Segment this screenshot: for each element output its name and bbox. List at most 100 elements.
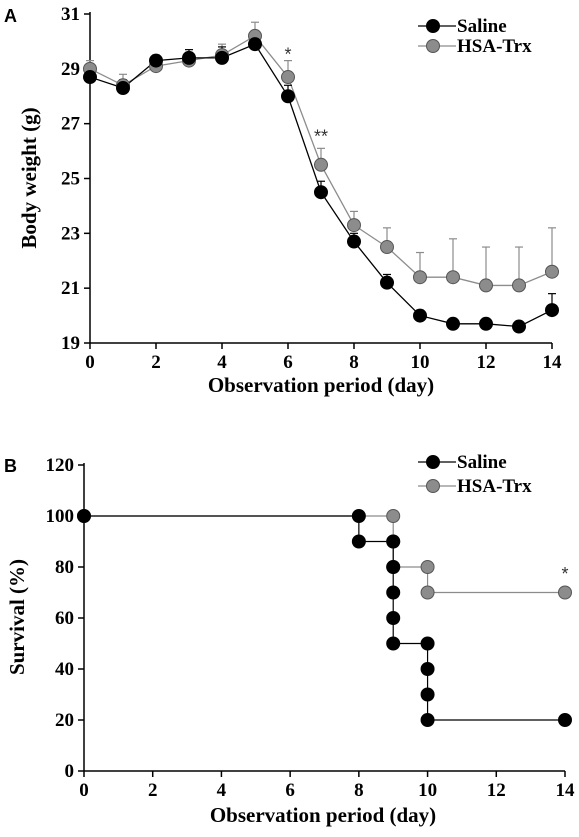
x-tick-label: 8 — [354, 780, 364, 801]
y-tick-label: 25 — [61, 169, 80, 190]
legend-marker-hsa-trx-b — [426, 479, 440, 493]
significance-marker: * — [561, 564, 568, 584]
x-tick-label: 6 — [285, 780, 295, 801]
legend-a: Saline HSA-Trx — [418, 16, 532, 57]
data-point-hsa-trx — [413, 270, 427, 285]
y-tick-label: 60 — [55, 608, 74, 629]
x-tick-label: 14 — [556, 780, 576, 801]
x-tick-label: 4 — [217, 780, 227, 801]
x-tick-label: 2 — [151, 352, 161, 373]
data-point-hsa-trx — [446, 270, 460, 285]
annotations-b: * — [561, 564, 568, 584]
legend-label-saline-a: Saline — [457, 16, 507, 37]
data-point-saline — [386, 636, 401, 651]
y-tick-label: 19 — [61, 333, 80, 354]
data-point-saline — [512, 319, 526, 334]
data-point-hsa-trx — [512, 278, 526, 293]
legend-marker-saline-a — [426, 19, 440, 33]
data-point-saline — [386, 560, 401, 574]
data-point-saline — [182, 50, 196, 65]
data-point-hsa-trx — [420, 585, 435, 600]
data-point-saline — [215, 50, 229, 65]
legend-marker-saline-b — [426, 455, 440, 469]
data-point-hsa-trx — [386, 509, 401, 523]
x-tick-label: 12 — [477, 352, 496, 373]
x-axis-label-b: Observation period (day) — [210, 803, 436, 827]
panel-b: B 0 2 4 6 8 10 12 14 0 20 40 60 80 100 120 Survival (%… — [4, 452, 575, 827]
data-point-saline — [248, 37, 262, 52]
data-point-hsa-trx — [281, 70, 295, 85]
data-point-hsa-trx — [420, 560, 435, 574]
series-line-hsa-trx — [84, 515, 565, 594]
data-point-hsa-trx — [314, 157, 328, 172]
data-point-saline — [83, 70, 97, 85]
significance-marker: * — [284, 44, 291, 64]
data-point-hsa-trx — [558, 585, 572, 600]
data-point-saline — [380, 275, 394, 290]
significance-marker: ** — [314, 127, 328, 147]
x-tick-label: 0 — [79, 780, 89, 801]
data-point-saline — [314, 185, 328, 200]
data-point-saline — [386, 585, 401, 600]
data-point-saline — [446, 316, 460, 331]
legend-label-saline-b: Saline — [457, 452, 507, 473]
data-point-saline — [420, 713, 435, 727]
data-point-saline — [558, 713, 572, 727]
y-tick-label: 29 — [61, 59, 80, 80]
y-tick-label: 100 — [46, 506, 75, 527]
data-point-saline — [386, 611, 401, 625]
ticks-a: 0 2 4 6 8 10 12 14 19 21 23 25 27 29 31 — [61, 4, 562, 373]
y-tick-label: 0 — [65, 761, 75, 782]
data-point-hsa-trx — [479, 278, 493, 293]
legend-label-hsa-trx-b: HSA-Trx — [457, 476, 532, 497]
panel-label-b: B — [4, 456, 17, 476]
x-axis-label-a: Observation period (day) — [208, 373, 434, 397]
legend-label-hsa-trx-a: HSA-Trx — [457, 36, 532, 57]
data-point-saline — [149, 53, 163, 68]
x-tick-label: 6 — [283, 352, 293, 373]
legend-marker-hsa-trx-a — [426, 39, 440, 53]
x-tick-label: 14 — [543, 352, 563, 373]
data-point-saline — [281, 89, 295, 104]
y-axis-label-b: Survival (%) — [5, 559, 29, 675]
y-tick-label: 20 — [55, 710, 74, 731]
data-point-saline — [420, 662, 435, 676]
data-point-saline — [420, 636, 435, 651]
data-point-saline — [351, 534, 366, 549]
data-point-saline — [545, 303, 559, 318]
data-point-saline — [116, 81, 130, 96]
data-point-saline — [351, 509, 366, 523]
panel-a: A 0 2 4 6 8 10 12 14 19 21 23 25 27 29 31 Body weight … — [4, 4, 562, 397]
data-point-saline — [347, 234, 361, 249]
x-tick-label: 8 — [349, 352, 359, 373]
data-point-hsa-trx — [347, 218, 361, 233]
ticks-b: 0 2 4 6 8 10 12 14 0 20 40 60 80 100 120 — [46, 455, 576, 801]
data-point-saline — [77, 509, 91, 523]
series-line-saline — [84, 515, 565, 721]
y-tick-label: 23 — [61, 223, 80, 244]
y-tick-label: 31 — [61, 4, 80, 25]
data-point-saline — [413, 308, 427, 323]
annotations-a: *** — [284, 44, 328, 146]
y-tick-label: 120 — [46, 455, 75, 476]
y-tick-label: 40 — [55, 659, 74, 680]
x-tick-label: 10 — [411, 352, 430, 373]
legend-b: Saline HSA-Trx — [418, 452, 532, 497]
data-point-saline — [386, 534, 401, 549]
y-tick-label: 21 — [61, 278, 80, 299]
x-tick-label: 2 — [148, 780, 158, 801]
y-tick-label: 27 — [61, 114, 81, 135]
y-tick-label: 80 — [55, 557, 74, 578]
panel-label-a: A — [4, 6, 17, 26]
data-point-saline — [420, 687, 435, 702]
series-b — [77, 509, 572, 727]
x-tick-label: 4 — [217, 352, 227, 373]
x-tick-label: 12 — [487, 780, 506, 801]
x-tick-label: 0 — [85, 352, 95, 373]
data-point-hsa-trx — [380, 240, 394, 255]
data-point-saline — [479, 316, 493, 331]
data-point-hsa-trx — [545, 264, 559, 279]
x-tick-label: 10 — [418, 780, 437, 801]
series-a — [83, 21, 559, 334]
y-axis-label-a: Body weight (g) — [17, 107, 41, 248]
